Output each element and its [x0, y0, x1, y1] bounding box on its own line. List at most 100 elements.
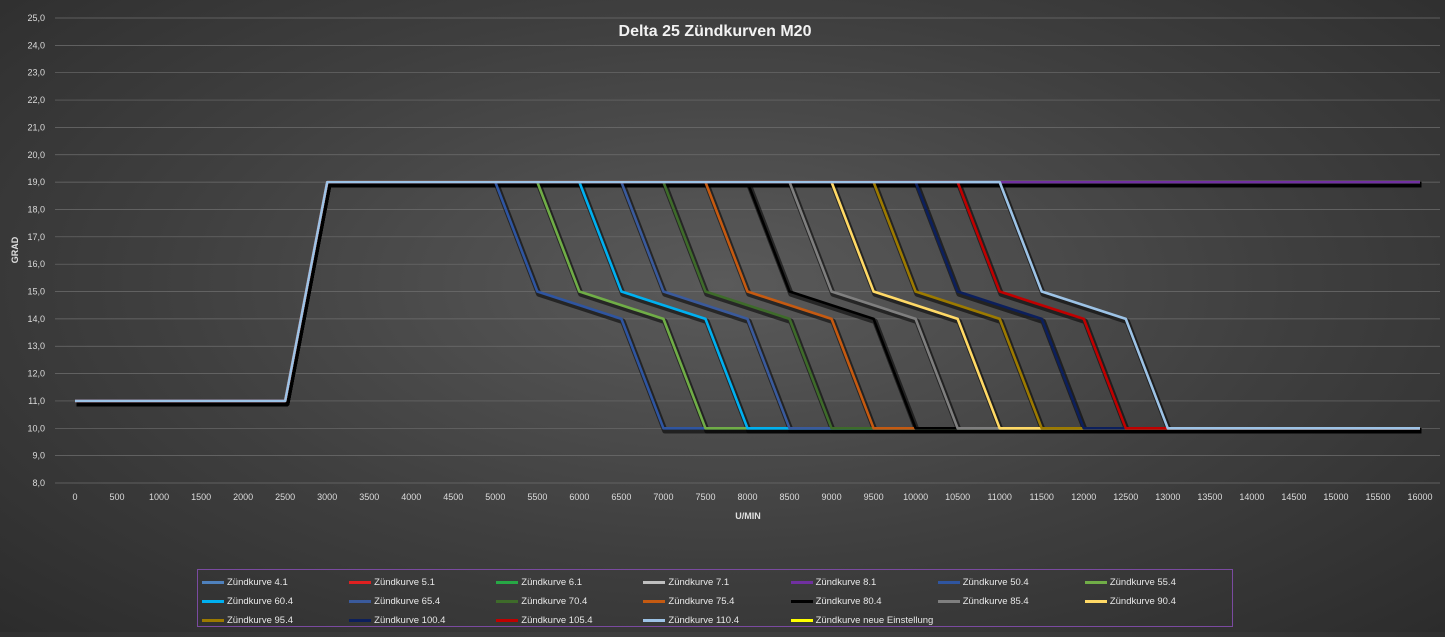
x-tick-label: 11500 [1030, 492, 1054, 502]
legend-item: Zündkurve 5.1 [349, 573, 496, 592]
legend-swatch [202, 581, 224, 584]
x-tick-label: 15000 [1323, 492, 1348, 502]
legend-swatch [496, 581, 519, 584]
x-tick-label: 15500 [1365, 492, 1390, 502]
legend-label: Zündkurve 90.4 [1109, 596, 1176, 607]
x-tick-label: 11000 [988, 492, 1012, 502]
x-tick-label: 8000 [737, 492, 757, 502]
legend-item: Zündkurve 55.4 [1084, 573, 1232, 592]
legend-label: Zündkurve 75.4 [668, 596, 735, 607]
legend-item: Zündkurve 75.4 [643, 592, 790, 611]
x-tick-label: 6500 [611, 492, 631, 502]
y-tick-label: 13,0 [27, 341, 45, 351]
legend-label: Zündkurve 4.1 [227, 577, 288, 588]
chart-legend: Zündkurve 4.1 Zündkurve 5.1 Zündkurve 6.1 Z… [197, 569, 1233, 627]
legend-swatch [202, 600, 224, 603]
chart-title: Delta 25 Zündkurven M20 [619, 23, 812, 40]
series-line-z-ndkurve-70-4 [75, 180, 1420, 430]
legend-label: Zündkurve 5.1 [374, 577, 435, 588]
y-tick-label: 16,0 [27, 259, 45, 269]
legend-item: Zündkurve 4.1 [202, 573, 349, 592]
legend-swatch [1084, 600, 1107, 603]
legend-swatch [349, 581, 372, 584]
y-tick-label: 15,0 [27, 287, 45, 297]
y-tick-label: 24,0 [27, 40, 45, 50]
x-tick-label: 4000 [401, 492, 421, 502]
y-tick-label: 8,0 [32, 478, 45, 488]
legend-item: Zündkurve 70.4 [496, 592, 643, 611]
x-tick-label: 8500 [780, 492, 800, 502]
legend-swatch [643, 600, 666, 603]
y-tick-label: 10,0 [27, 423, 45, 433]
x-tick-label: 3000 [317, 492, 337, 502]
y-axis-ticks: 8,0 9,0 10,0 11,0 12,0 13,0 14,0 15,0 16,0 17,0 18… [27, 13, 45, 488]
x-tick-label: 5500 [527, 492, 547, 502]
legend-item: Zündkurve 90.4 [1084, 592, 1232, 611]
legend-label: Zündkurve 105.4 [521, 615, 593, 626]
legend-swatch [790, 600, 813, 603]
x-tick-label: 0 [72, 492, 77, 502]
x-tick-label: 9500 [864, 492, 884, 502]
legend-swatch [349, 619, 372, 622]
series-shadow [76, 181, 1422, 434]
legend-item: Zündkurve 100.4 [349, 611, 496, 630]
legend-label: Zündkurve 95.4 [227, 615, 294, 626]
legend-label: Zündkurve 80.4 [815, 596, 882, 607]
legend-item: Zündkurve 7.1 [643, 573, 790, 592]
y-tick-label: 20,0 [27, 150, 45, 160]
x-tick-label: 7000 [653, 492, 673, 502]
x-tick-label: 1500 [191, 492, 211, 502]
x-tick-label: 16000 [1407, 492, 1432, 502]
x-tick-label: 10500 [945, 492, 970, 502]
y-tick-label: 14,0 [27, 314, 45, 324]
legend-item: Zündkurve 80.4 [790, 592, 938, 611]
legend-item: Zündkurve 85.4 [937, 592, 1085, 611]
legend-item: Zündkurve 6.1 [496, 573, 643, 592]
legend-label: Zündkurve 50.4 [962, 577, 1029, 588]
legend-label: Zündkurve 85.4 [962, 596, 1029, 607]
y-tick-label: 21,0 [27, 122, 45, 132]
x-tick-label: 13000 [1155, 492, 1180, 502]
y-tick-label: 22,0 [27, 95, 45, 105]
x-tick-label: 14500 [1281, 492, 1306, 502]
x-tick-label: 13500 [1197, 492, 1222, 502]
x-tick-label: 14000 [1239, 492, 1264, 502]
legend-item: Zündkurve 50.4 [937, 573, 1085, 592]
x-tick-label: 12000 [1071, 492, 1096, 502]
legend-item: Zündkurve 60.4 [202, 592, 349, 611]
legend-label: Zündkurve 6.1 [521, 577, 583, 588]
y-tick-label: 12,0 [27, 369, 45, 379]
x-tick-label: 2000 [233, 492, 253, 502]
legend-label: Zündkurve 100.4 [374, 615, 446, 626]
x-tick-label: 4500 [443, 492, 463, 502]
y-tick-label: 11,0 [28, 396, 45, 406]
x-tick-label: 500 [110, 492, 125, 502]
legend-label: Zündkurve 8.1 [815, 577, 877, 588]
legend-swatch [202, 619, 224, 622]
gridlines [55, 17, 1440, 484]
series-line-z-ndkurve-110-4 [75, 180, 1420, 430]
legend-swatch [643, 619, 666, 622]
legend-swatch [790, 619, 813, 622]
legend-item: Zündkurve 105.4 [496, 611, 643, 630]
x-tick-label: 3500 [359, 492, 379, 502]
legend-label: Zündkurve 60.4 [227, 596, 294, 607]
x-tick-label: 7500 [695, 492, 715, 502]
x-tick-label: 5000 [485, 492, 505, 502]
y-tick-label: 23,0 [27, 68, 45, 78]
x-tick-label: 6000 [569, 492, 589, 502]
x-tick-label: 12500 [1113, 492, 1138, 502]
x-axis-label: U/MIN [735, 511, 761, 521]
legend-swatch [937, 581, 960, 584]
legend-item: Zündkurve 8.1 [790, 573, 938, 592]
y-axis-label: GRAD [10, 236, 20, 263]
legend-item: Zündkurve 65.4 [349, 592, 496, 611]
legend-label: Zündkurve 65.4 [374, 596, 441, 607]
legend-label: Zündkurve 7.1 [668, 577, 730, 588]
legend-swatch [496, 619, 519, 622]
x-axis-ticks: 0 500 1000 1500 2000 2500 3000 3500 4000 4500 5000… [72, 492, 1432, 502]
legend-item: Zündkurve neue Einstellung [790, 611, 938, 630]
legend-swatch [349, 600, 372, 603]
x-tick-label: 9000 [822, 492, 842, 502]
